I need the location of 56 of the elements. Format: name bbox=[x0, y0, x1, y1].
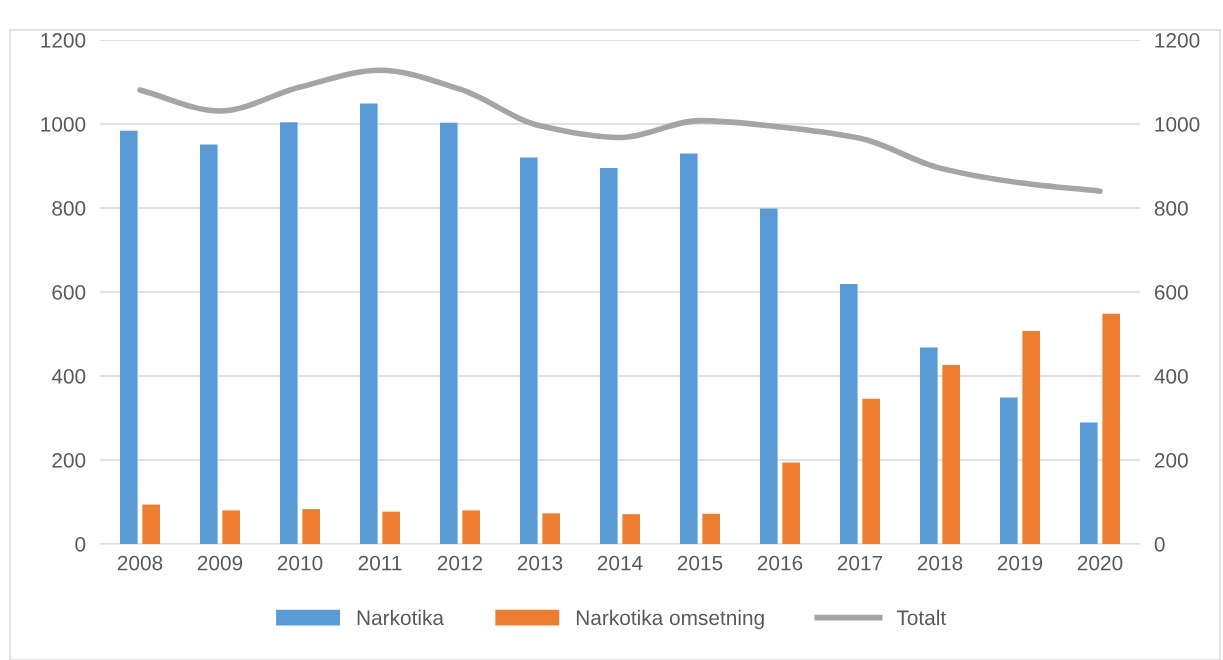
bar bbox=[600, 168, 618, 544]
y2-tick-label: 200 bbox=[1154, 453, 1188, 468]
bar bbox=[920, 347, 938, 544]
bar bbox=[622, 514, 640, 544]
bar bbox=[942, 365, 960, 544]
y-tick-label: 600 bbox=[52, 285, 86, 300]
x-tick-label: 2020 bbox=[1077, 555, 1123, 571]
y2-tick-label: 1000 bbox=[1155, 117, 1200, 132]
bar bbox=[680, 153, 698, 544]
x-tick-label: 2012 bbox=[437, 555, 483, 571]
bar bbox=[200, 144, 218, 544]
x-tick-label: 2015 bbox=[677, 555, 723, 571]
x-tick-label: 2019 bbox=[997, 555, 1043, 571]
bar bbox=[360, 103, 378, 544]
x-tick-label: 2018 bbox=[917, 555, 963, 571]
bar bbox=[782, 462, 800, 544]
y-tick-label: 200 bbox=[52, 453, 86, 468]
legend-label: Narkotika omsetning bbox=[576, 609, 764, 630]
bar bbox=[1000, 397, 1018, 544]
x-tick-label: 2017 bbox=[837, 555, 883, 571]
bar bbox=[542, 513, 560, 544]
y2-tick-label: 0 bbox=[1154, 537, 1165, 552]
legend-label: Narkotika bbox=[357, 609, 444, 626]
y2-tick-label: 600 bbox=[1154, 285, 1188, 300]
bar bbox=[760, 208, 778, 544]
x-tick-label: 2009 bbox=[197, 555, 243, 571]
y2-tick-label: 400 bbox=[1154, 369, 1188, 384]
y2-tick-label: 1200 bbox=[1155, 33, 1200, 48]
bar bbox=[462, 510, 480, 544]
y-tick-label: 800 bbox=[52, 201, 86, 216]
bar bbox=[440, 122, 458, 544]
y-tick-label: 1200 bbox=[41, 33, 86, 48]
bar bbox=[280, 122, 298, 544]
bar bbox=[382, 511, 400, 544]
bar bbox=[702, 513, 720, 544]
bar bbox=[840, 284, 858, 544]
bar bbox=[1080, 422, 1098, 544]
y2-tick-label: 800 bbox=[1154, 201, 1188, 216]
x-tick-label: 2008 bbox=[117, 555, 163, 571]
bar bbox=[1102, 313, 1120, 544]
x-tick-label: 2010 bbox=[277, 555, 323, 571]
bar bbox=[862, 398, 880, 544]
bar bbox=[1022, 331, 1040, 544]
legend-label: Totalt bbox=[896, 609, 947, 626]
y-tick-label: 0 bbox=[75, 537, 86, 552]
x-tick-label: 2013 bbox=[517, 555, 563, 571]
bar bbox=[520, 157, 538, 544]
x-tick-label: 2016 bbox=[757, 555, 803, 571]
bar bbox=[222, 510, 240, 544]
x-tick-label: 2014 bbox=[597, 555, 643, 571]
bar bbox=[142, 504, 160, 544]
y-tick-label: 400 bbox=[51, 369, 86, 384]
bar bbox=[302, 509, 320, 544]
x-tick-label: 2011 bbox=[358, 555, 402, 571]
bar bbox=[120, 130, 138, 544]
y-tick-label: 1000 bbox=[41, 117, 86, 132]
